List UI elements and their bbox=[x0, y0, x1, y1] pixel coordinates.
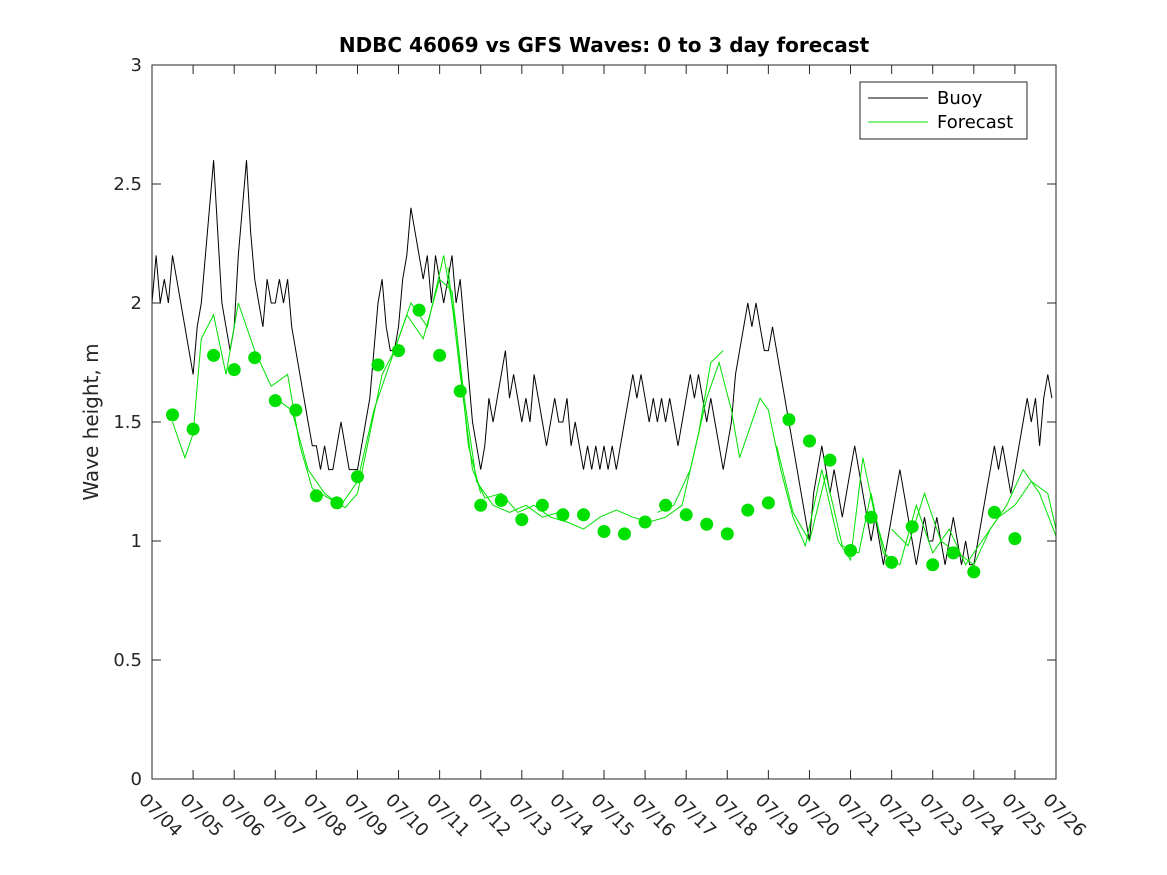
x-tick-label: 07/20 bbox=[792, 790, 844, 842]
y-tick-label: 0 bbox=[131, 769, 142, 790]
y-tick-label: 2.5 bbox=[113, 174, 142, 195]
forecast-marker-point bbox=[638, 515, 652, 529]
forecast-marker-point bbox=[556, 508, 570, 522]
forecast-marker-point bbox=[412, 303, 426, 317]
y-axis-label: Wave height, m bbox=[79, 343, 103, 500]
legend-label-buoy: Buoy bbox=[937, 88, 983, 109]
forecast-marker-point bbox=[474, 498, 488, 512]
forecast-marker-point bbox=[371, 358, 385, 372]
forecast-marker-point bbox=[905, 520, 919, 534]
forecast-marker-point bbox=[453, 384, 467, 398]
forecast-marker-point bbox=[494, 494, 508, 507]
series-line-forecast-run-5 bbox=[891, 468, 1057, 566]
series-line-forecast-run-3 bbox=[657, 360, 888, 562]
x-tick-label: 07/14 bbox=[545, 790, 597, 842]
y-tick-label: 3 bbox=[131, 55, 142, 76]
forecast-marker-point bbox=[248, 351, 262, 365]
forecast-marker-point bbox=[289, 403, 303, 417]
x-tick-label: 07/13 bbox=[504, 790, 556, 842]
legend-label-forecast: Forecast bbox=[937, 112, 1013, 133]
plot-frame bbox=[151, 64, 1057, 780]
forecast-marker-point bbox=[166, 408, 179, 422]
forecast-marker-point bbox=[535, 498, 549, 512]
x-tick-label: 07/25 bbox=[997, 790, 1049, 842]
forecast-marker-point bbox=[227, 363, 241, 377]
forecast-marker-point bbox=[782, 413, 796, 427]
forecast-marker-point bbox=[864, 510, 878, 524]
legend: Buoy Forecast bbox=[859, 81, 1028, 140]
x-tick-label: 07/21 bbox=[833, 790, 885, 842]
forecast-marker-point bbox=[885, 555, 899, 569]
series-line-forecast-run-1 bbox=[275, 278, 559, 518]
x-tick-label: 07/05 bbox=[176, 790, 228, 842]
forecast-marker-point bbox=[659, 498, 673, 512]
x-tick-label: 07/26 bbox=[1038, 790, 1090, 842]
forecast-marker-point bbox=[926, 558, 940, 572]
x-tick-label: 07/22 bbox=[874, 790, 926, 842]
x-tick-label: 07/09 bbox=[340, 790, 392, 842]
series-line-buoy bbox=[151, 160, 1053, 566]
forecast-marker-point bbox=[515, 513, 529, 527]
forecast-marker-point bbox=[577, 508, 590, 522]
x-tick-label: 07/08 bbox=[299, 790, 351, 842]
forecast-marker-point bbox=[330, 496, 344, 510]
x-tick-label: 07/16 bbox=[628, 790, 680, 842]
forecast-marker-point bbox=[679, 508, 693, 522]
forecast-marker-point bbox=[207, 348, 221, 362]
forecast-marker-point bbox=[433, 348, 447, 362]
y-tick-label: 2 bbox=[131, 293, 142, 314]
y-axis: 0 0.5 1 1.5 2 2.5 3 bbox=[113, 55, 1056, 790]
series-line-forecast-run-4 bbox=[776, 445, 1057, 566]
x-tick-label: 07/19 bbox=[751, 790, 803, 842]
x-tick-label: 07/06 bbox=[217, 790, 269, 842]
x-tick-label: 07/12 bbox=[463, 790, 515, 842]
x-tick-label: 07/23 bbox=[915, 790, 967, 842]
forecast-marker-point bbox=[823, 453, 837, 467]
forecast-marker-point bbox=[720, 527, 734, 541]
forecast-marker-point bbox=[597, 525, 611, 538]
x-tick-label: 07/24 bbox=[956, 790, 1008, 842]
forecast-marker-point bbox=[351, 470, 364, 484]
x-tick-label: 07/17 bbox=[669, 790, 721, 842]
x-tick-label: 07/15 bbox=[586, 790, 638, 842]
forecast-marker-point bbox=[741, 503, 755, 517]
forecast-marker-point bbox=[946, 546, 960, 560]
forecast-marker-point bbox=[761, 496, 775, 510]
forecast-marker-point bbox=[392, 344, 405, 358]
y-tick-label: 1 bbox=[131, 531, 142, 552]
x-tick-label: 07/04 bbox=[134, 790, 186, 842]
forecast-marker-point bbox=[844, 544, 857, 557]
forecast-marker-point bbox=[309, 489, 323, 503]
forecast-marker-point bbox=[618, 527, 631, 541]
series-line-forecast-run-2 bbox=[447, 267, 724, 530]
legend-box bbox=[859, 81, 1028, 140]
y-tick-label: 0.5 bbox=[113, 650, 142, 671]
x-tick-label: 07/18 bbox=[710, 790, 762, 842]
x-tick-label: 07/11 bbox=[422, 790, 474, 842]
forecast-marker-point bbox=[700, 517, 714, 531]
x-axis: 07/0407/0507/0607/0707/0807/0907/1007/11… bbox=[134, 65, 1090, 841]
forecast-marker-point bbox=[186, 422, 200, 436]
x-tick-label: 07/07 bbox=[258, 790, 310, 842]
forecast-marker-point bbox=[987, 505, 1001, 519]
chart-title: NDBC 46069 vs GFS Waves: 0 to 3 day fore… bbox=[339, 33, 870, 57]
series-line-forecast-run-0 bbox=[172, 255, 482, 509]
forecast-marker-point bbox=[1008, 532, 1022, 546]
forecast-marker-point bbox=[268, 394, 282, 408]
x-tick-label: 07/10 bbox=[381, 790, 433, 842]
forecast-marker-point bbox=[803, 434, 816, 448]
plot-area bbox=[151, 160, 1057, 579]
forecast-marker-point bbox=[967, 565, 981, 579]
y-tick-label: 1.5 bbox=[113, 412, 142, 433]
